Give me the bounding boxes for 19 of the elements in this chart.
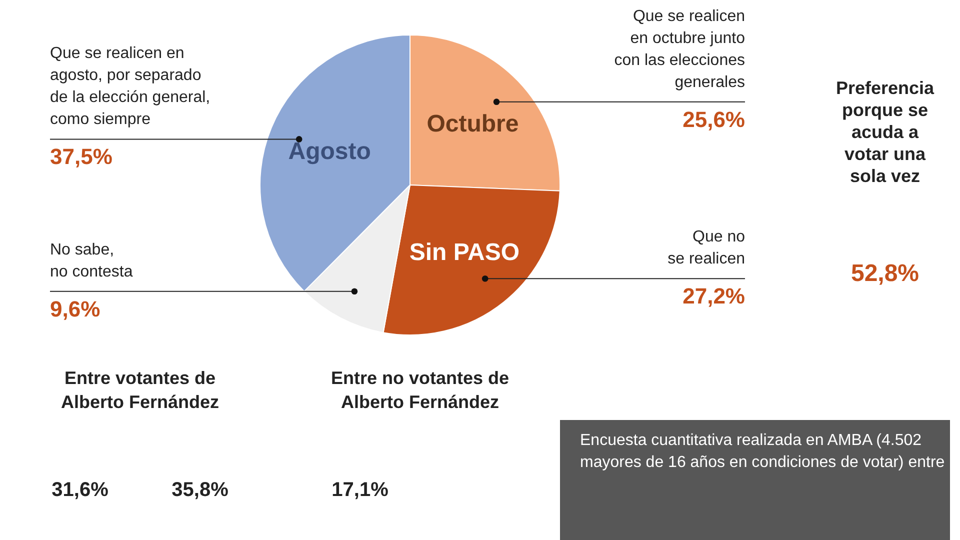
text: Que no se realicen [668, 228, 746, 268]
text: Que se realicen en agosto, por separado de la elección general, como siempre [50, 45, 210, 128]
slice-label: Octubre [426, 110, 519, 138]
data-label: 25,6% [682, 106, 745, 132]
data-label: 27,2% [682, 284, 745, 309]
text: 17,1% [332, 479, 389, 501]
text: No sabe, no contesta [50, 241, 133, 280]
text: Entre votantes de Alberto Fernández [60, 368, 220, 412]
data-label: 9,6% [50, 296, 100, 322]
text: Entre no votantes de Alberto Fernández [330, 368, 510, 412]
text: 35,8% [172, 479, 229, 501]
slice-label: Agosto [288, 138, 371, 165]
text: Encuesta cuantitativa realizada en AMBA (4.502 mayores de 16 años en condiciones de votar) entre [580, 432, 945, 471]
data-label: 37,5% [50, 144, 112, 170]
text: 31,6% [52, 479, 109, 501]
text: 52,8% [850, 260, 920, 287]
text: Que se realicen en octubre junto con las elecciones generales [614, 8, 746, 91]
slice-label: Sin PASO [409, 238, 520, 266]
text: Preferencia porque se acuda a votar una sola vez [836, 78, 936, 186]
